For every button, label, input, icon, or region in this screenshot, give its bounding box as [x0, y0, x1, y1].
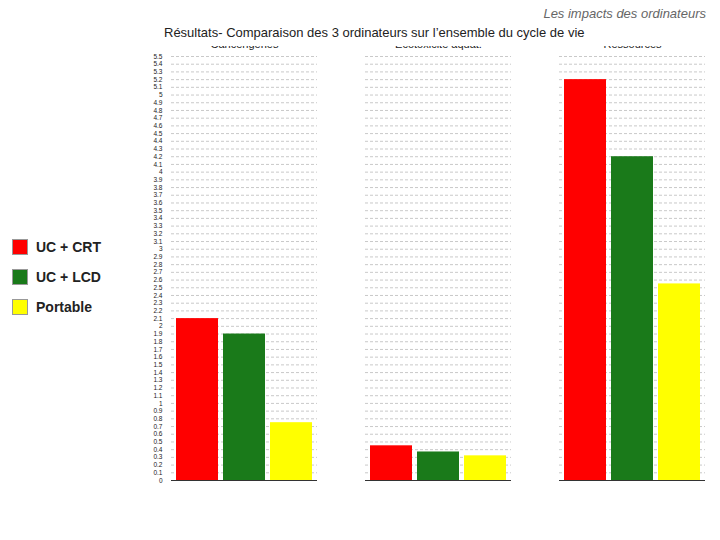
- svg-text:4.1: 4.1: [153, 160, 162, 167]
- svg-text:4.7: 4.7: [153, 114, 162, 121]
- svg-text:3.3: 3.3: [153, 222, 162, 229]
- svg-text:0.4: 0.4: [153, 446, 162, 453]
- svg-text:3.4: 3.4: [153, 214, 162, 221]
- svg-text:4: 4: [159, 168, 163, 175]
- svg-text:0.3: 0.3: [153, 453, 162, 460]
- html-text:Résultats- Comparaison des 3 o: Résultats- Comparaison des 3 ordinateurs…: [164, 25, 585, 40]
- svg-text:1.9: 1.9: [153, 330, 162, 337]
- svg-text:0.7: 0.7: [153, 423, 162, 430]
- svg-text:1.8: 1.8: [153, 338, 162, 345]
- svg-text:2: 2: [159, 322, 163, 329]
- svg-text:4.2: 4.2: [153, 153, 162, 160]
- svg-text:4.3: 4.3: [153, 145, 162, 152]
- html-text:UC + CRT: UC + CRT: [36, 238, 101, 255]
- svg-text:3.7: 3.7: [153, 191, 162, 198]
- svg-text:1.5: 1.5: [153, 361, 162, 368]
- svg-text:2.7: 2.7: [153, 268, 162, 275]
- svg-text:2.6: 2.6: [153, 276, 162, 283]
- html-text:Portable: Portable: [36, 298, 92, 315]
- svg-text:3.6: 3.6: [153, 199, 162, 206]
- svg-text:1.4: 1.4: [153, 369, 162, 376]
- svg-text:2.4: 2.4: [153, 291, 162, 298]
- html-text:UC + LCD: UC + LCD: [36, 268, 101, 285]
- svg-text:4.9: 4.9: [153, 99, 162, 106]
- svg-text:0.1: 0.1: [153, 469, 162, 476]
- svg-text:5.4: 5.4: [153, 60, 162, 67]
- svg-text:3.5: 3.5: [153, 207, 162, 214]
- svg-text:2.3: 2.3: [153, 299, 162, 306]
- svg-text:4.6: 4.6: [153, 122, 162, 129]
- svg-text:5.5: 5.5: [153, 52, 162, 59]
- svg-text:0.6: 0.6: [153, 430, 162, 437]
- svg-text:0.9: 0.9: [153, 407, 162, 414]
- svg-text:3.1: 3.1: [153, 237, 162, 244]
- svg-text:1: 1: [159, 399, 163, 406]
- svg-text:Ressources: Ressources: [603, 46, 662, 50]
- svg-text:4.8: 4.8: [153, 106, 162, 113]
- svg-text:0.2: 0.2: [153, 461, 162, 468]
- svg-text:1.7: 1.7: [153, 345, 162, 352]
- svg-text:Écotoxicité aquat.: Écotoxicité aquat.: [395, 46, 482, 50]
- html-text:Les impacts des ordinateurs: Les impacts des ordinateurs: [543, 6, 706, 21]
- svg-text:1.6: 1.6: [153, 353, 162, 360]
- svg-text:3: 3: [159, 245, 163, 252]
- svg-text:2.1: 2.1: [153, 315, 162, 322]
- svg-text:4.4: 4.4: [153, 137, 162, 144]
- svg-text:1.3: 1.3: [153, 376, 162, 383]
- svg-text:5.2: 5.2: [153, 76, 162, 83]
- svg-text:2.9: 2.9: [153, 253, 162, 260]
- svg-text:4.5: 4.5: [153, 130, 162, 137]
- svg-text:0.5: 0.5: [153, 438, 162, 445]
- svg-text:3.8: 3.8: [153, 184, 162, 191]
- svg-text:5.1: 5.1: [153, 83, 162, 90]
- svg-text:2.8: 2.8: [153, 261, 162, 268]
- svg-text:3.9: 3.9: [153, 176, 162, 183]
- svg-text:0: 0: [159, 476, 163, 483]
- svg-text:1.1: 1.1: [153, 392, 162, 399]
- svg-text:3.2: 3.2: [153, 230, 162, 237]
- svg-text:1.2: 1.2: [153, 384, 162, 391]
- svg-text:5: 5: [159, 91, 163, 98]
- svg-text:5.3: 5.3: [153, 68, 162, 75]
- svg-text:2.2: 2.2: [153, 307, 162, 314]
- svg-text:2.5: 2.5: [153, 284, 162, 291]
- svg-text:0.8: 0.8: [153, 415, 162, 422]
- svg-text:Cancérigènes: Cancérigènes: [211, 46, 279, 50]
